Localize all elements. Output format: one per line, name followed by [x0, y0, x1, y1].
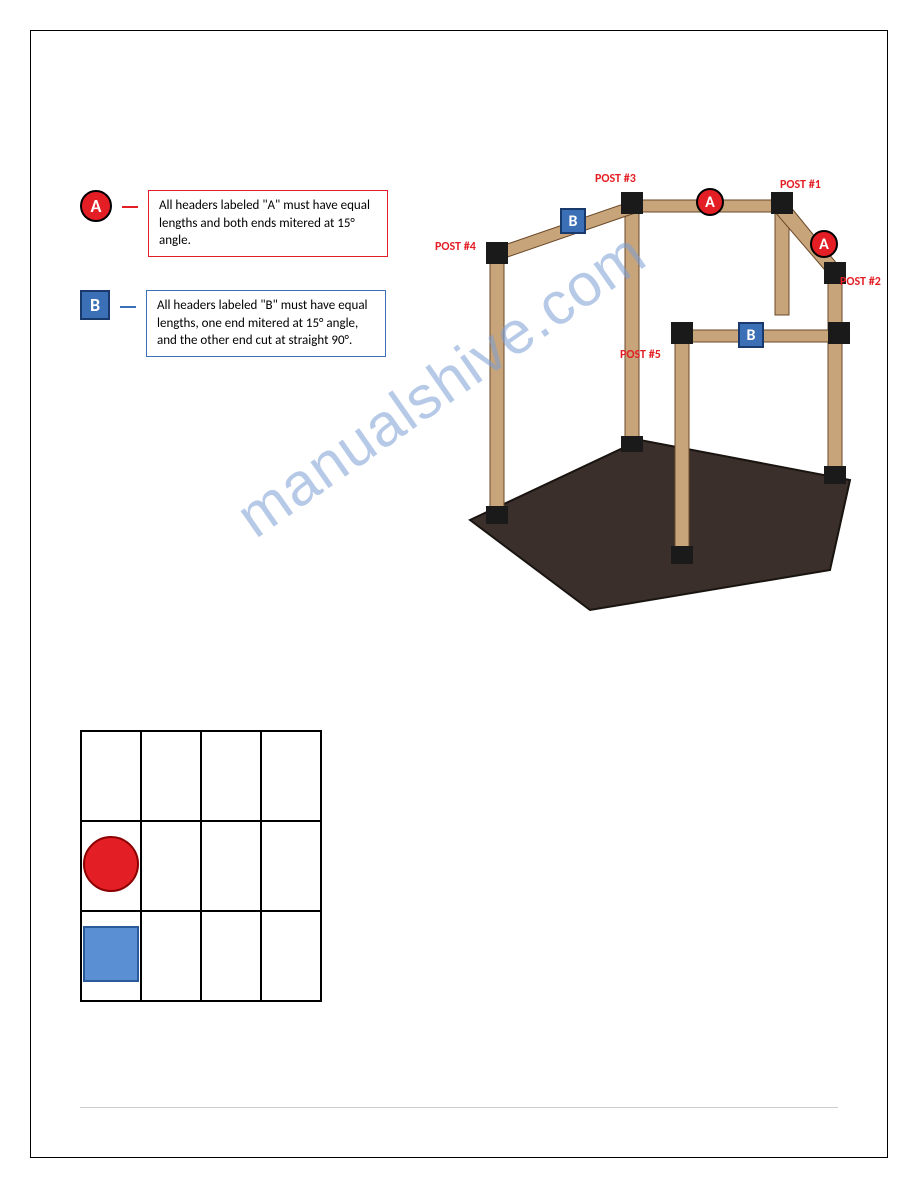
marker-b-front: B	[738, 322, 764, 348]
marker-a-top: A	[696, 188, 724, 216]
cell-empty	[261, 911, 321, 1001]
post-4-label: POST #4	[435, 240, 476, 254]
blue-square-icon	[83, 926, 139, 982]
table-row	[81, 911, 321, 1001]
pergola-structure: POST #3 POST #1 POST #4 POST #2 POST #5 …	[440, 140, 880, 620]
cell-empty	[261, 821, 321, 911]
cell-empty	[141, 821, 201, 911]
post-2-label: POST #2	[840, 275, 881, 289]
callout-a-text: All headers labeled "A" must have equal …	[148, 190, 388, 257]
cell-header-1	[81, 731, 141, 821]
badge-a-icon: A	[80, 190, 112, 222]
cell-header-3	[201, 731, 261, 821]
diagram-area: A All headers labeled "A" must have equa…	[60, 140, 858, 640]
cell-square	[81, 911, 141, 1001]
callout-b: B All headers labeled "B" must have equa…	[80, 290, 386, 357]
footer-divider	[80, 1107, 838, 1108]
cell-empty	[201, 821, 261, 911]
callout-a: A All headers labeled "A" must have equa…	[80, 190, 388, 257]
badge-b-icon: B	[80, 290, 110, 320]
red-circle-icon	[83, 836, 139, 892]
cell-header-4	[261, 731, 321, 821]
table-row	[81, 821, 321, 911]
post-1-label: POST #1	[780, 178, 821, 192]
connector-b	[120, 306, 136, 308]
table-row	[81, 731, 321, 821]
structure-svg	[440, 140, 880, 620]
reference-table	[80, 730, 322, 1002]
cell-empty	[141, 911, 201, 1001]
post-3-label: POST #3	[595, 172, 636, 186]
cell-empty	[201, 911, 261, 1001]
connector-a	[122, 206, 138, 208]
cell-circle	[81, 821, 141, 911]
marker-b-top: B	[560, 208, 586, 234]
cell-header-2	[141, 731, 201, 821]
post-5-label: POST #5	[620, 348, 661, 362]
callout-b-text: All headers labeled "B" must have equal …	[146, 290, 386, 357]
marker-a-right: A	[810, 230, 838, 258]
